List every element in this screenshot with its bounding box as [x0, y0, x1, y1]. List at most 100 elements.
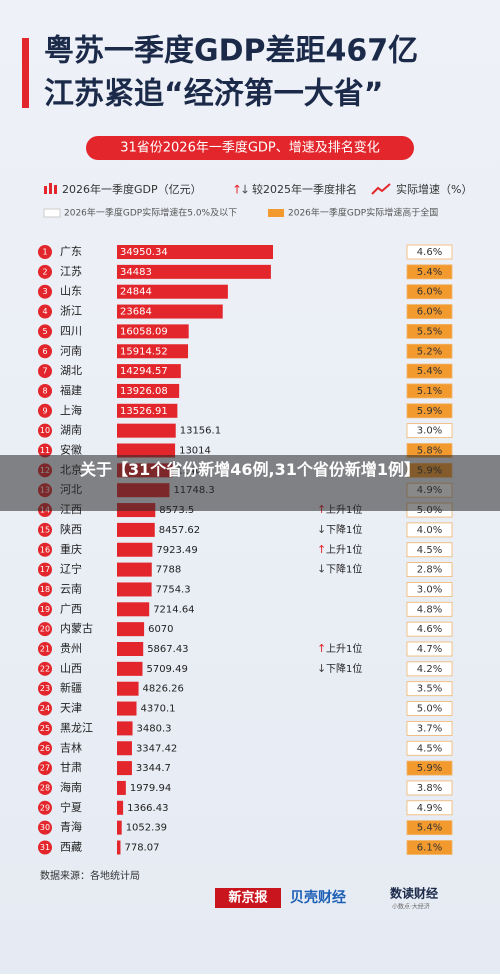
rank-badge [38, 602, 52, 617]
category-label: 江苏 [60, 265, 82, 278]
logo: 数读财经 [390, 886, 438, 901]
bar [117, 344, 189, 359]
category-label: 四川 [60, 324, 82, 337]
value-label: 13014 [179, 446, 211, 457]
category-label: 湖南 [60, 424, 82, 437]
rank-number: 16 [40, 545, 50, 554]
rank-number: 1 [42, 248, 47, 257]
value-label: 7754.3 [156, 584, 191, 595]
value-label: 14294.57 [120, 366, 168, 377]
bar [117, 701, 137, 716]
growth-label: 4.6% [417, 247, 442, 258]
bar [117, 304, 223, 319]
growth-label: 5.5% [417, 326, 442, 337]
growth-box [406, 800, 453, 816]
category-label: 广西 [60, 602, 82, 615]
growth-box [406, 403, 453, 419]
growth-box [406, 522, 453, 538]
rank-badge [38, 761, 52, 776]
category-label: 辽宁 [60, 562, 82, 576]
value-label: 13526.91 [120, 406, 168, 417]
growth-label: 5.8% [417, 446, 442, 457]
growth-box [406, 840, 453, 855]
growth-box [406, 701, 453, 716]
rank-badge [38, 721, 52, 736]
bar [117, 245, 273, 259]
rank-badge [38, 383, 52, 398]
rank-number: 17 [40, 565, 50, 574]
growth-label: 4.7% [417, 644, 442, 655]
rank-number: 8 [42, 386, 47, 395]
value-label: 8457.62 [159, 525, 200, 536]
rank-number: 6 [42, 347, 47, 356]
rank-badge [38, 840, 52, 855]
bar [117, 443, 176, 458]
growth-box [406, 780, 453, 796]
rank-number: 5 [42, 327, 47, 336]
legend-icon: ↓ [240, 183, 250, 197]
rank-badge [38, 582, 52, 597]
value-label: 778.07 [124, 843, 159, 854]
bar [117, 423, 176, 438]
growth-label: 5.9% [417, 763, 442, 774]
growth-label: 5.4% [417, 366, 442, 377]
bar [117, 403, 178, 418]
rank-badge [38, 423, 52, 438]
category-label: 内蒙古 [60, 621, 93, 635]
growth-box [406, 661, 453, 677]
bar [117, 324, 189, 339]
rank-number: 3 [42, 287, 47, 296]
growth-label: 6.1% [417, 843, 442, 854]
rank-badge [38, 681, 52, 696]
legend-swatch [43, 208, 61, 218]
growth-label: 3.5% [417, 684, 442, 695]
rank-number: 26 [40, 744, 50, 753]
growth-label: 5.0% [417, 704, 442, 715]
rank-number: 15 [40, 525, 50, 534]
rank-number: 7 [42, 367, 47, 376]
legend-icon [371, 183, 391, 195]
rank-number: 18 [40, 585, 50, 594]
value-label: 5709.49 [146, 664, 187, 675]
growth-box [406, 562, 453, 577]
rank-badge [38, 562, 52, 577]
bar [117, 681, 139, 696]
legend-text: 2026年一季度GDP实际增速高于全国 [288, 207, 438, 219]
title-accent [22, 38, 29, 108]
growth-label: 4.5% [417, 545, 442, 556]
growth-box [406, 244, 453, 260]
rank-change: 下降1位 [326, 523, 362, 536]
growth-label: 5.1% [417, 386, 442, 397]
growth-box [406, 284, 453, 300]
rank-number: 28 [40, 783, 50, 792]
legend-text: 2026年一季度GDP实际增速在5.0%及以下 [64, 207, 237, 219]
legend-swatch [268, 209, 284, 217]
legend-text: 实际增速（%） [396, 182, 472, 196]
growth-box [406, 264, 453, 280]
rank-badge [38, 622, 52, 637]
category-label: 安徽 [60, 443, 82, 457]
value-label: 16058.09 [120, 326, 168, 337]
rank-badge [38, 661, 52, 676]
value-label: 13156.1 [180, 426, 221, 437]
value-label: 23684 [120, 307, 152, 318]
category-label: 陕西 [60, 522, 82, 536]
bar [117, 582, 152, 597]
legend-icon: ↑ [232, 183, 242, 197]
value-label: 15914.52 [120, 346, 168, 357]
growth-box [406, 740, 453, 756]
growth-box [406, 542, 453, 558]
rank-number: 24 [40, 704, 50, 713]
growth-box [406, 423, 453, 439]
value-label: 34950.34 [120, 247, 168, 258]
category-label: 贵州 [60, 642, 82, 655]
rank-badge [38, 344, 52, 359]
value-label: 1979.94 [130, 783, 171, 794]
bar [117, 622, 145, 637]
legend-icon [44, 186, 47, 194]
rank-number: 10 [40, 426, 50, 435]
rank-arrow: ↓ [317, 563, 326, 576]
growth-box [406, 760, 453, 776]
rank-badge [38, 800, 52, 815]
